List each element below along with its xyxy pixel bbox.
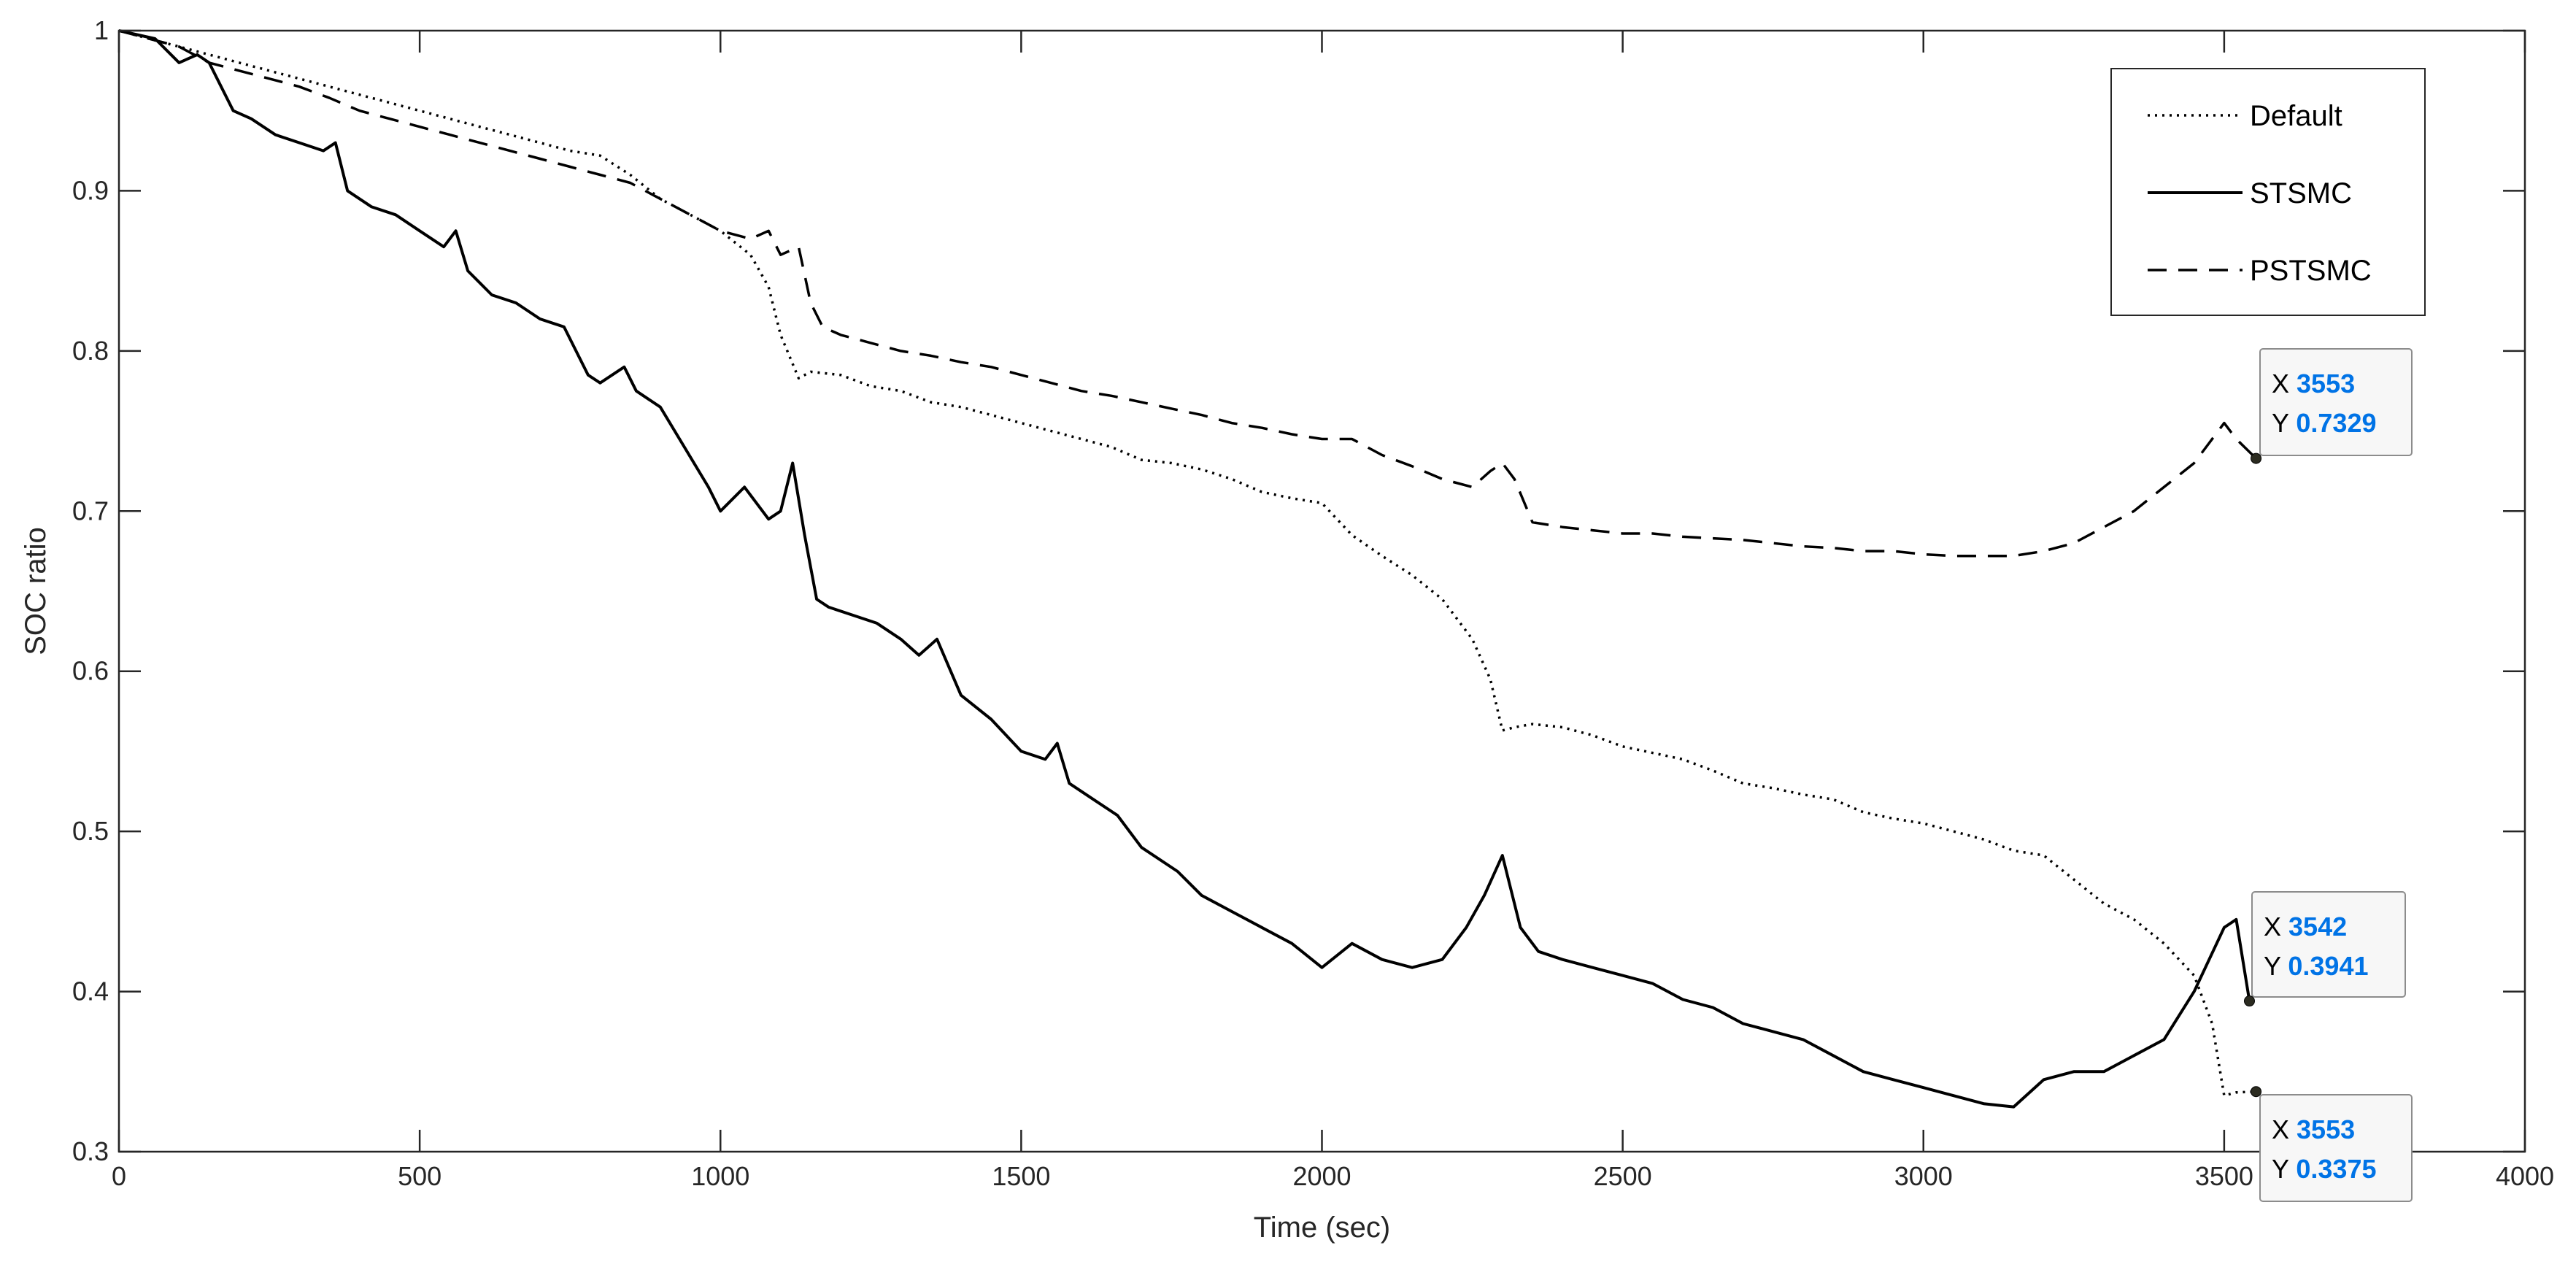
datatip-x-value: 3553 [2297,369,2355,398]
datatip-marker[interactable] [2251,1086,2262,1098]
y-tick-label: 0.5 [72,816,109,846]
datatip-default-end[interactable]: X 3553 Y 0.3375 [2251,1086,2413,1202]
series-layer [118,29,2257,1109]
y-tick-label: 0.7 [72,496,109,525]
datatip-y-label: Y [2272,1154,2289,1184]
legend-label-stsmc: STSMC [2250,177,2352,209]
y-tick-label: 0.6 [72,656,109,686]
datatip-y-row: Y 0.7329 [2272,408,2377,438]
y-tick-label: 0.4 [72,977,109,1006]
ticks-layer: 0 500 1000 1500 2000 2500 3000 3500 4000 0.3 0.4 0.… [72,15,2554,1191]
datatip-x-row: X 3553 [2272,1114,2355,1144]
datatip-x-row: X 3553 [2272,369,2355,398]
legend-label-pstsmc: PSTSMC [2250,255,2372,287]
datatip-y-value: 0.3375 [2296,1154,2376,1184]
y-axis-label: SOC ratio [20,527,52,655]
datatip-box [2259,1094,2413,1202]
legend: Default STSMC PSTSMC [2110,68,2426,316]
datatip-pstsmc-end[interactable]: X 3553 Y 0.7329 [2251,348,2413,464]
datatip-x-value: 3553 [2297,1114,2355,1144]
datatip-y-row: Y 0.3375 [2272,1154,2377,1184]
datatip-x-row: X 3542 [2264,912,2347,941]
datatip-stsmc-end[interactable]: X 3542 Y 0.3941 [2243,891,2406,1007]
datatip-x-label: X [2272,369,2289,398]
datatip-marker[interactable] [2243,996,2255,1007]
datatip-box [2259,348,2413,456]
y-tick-label: 0.8 [72,336,109,366]
datatip-box [2251,891,2406,998]
datatip-y-label: Y [2264,951,2281,981]
datatip-x-label: X [2272,1114,2289,1144]
datatip-x-value: 3542 [2288,912,2347,941]
y-tick-label: 0.3 [72,1136,109,1166]
datatip-marker[interactable] [2251,452,2262,464]
datatip-y-label: Y [2272,408,2289,438]
datatip-y-row: Y 0.3941 [2264,951,2369,981]
series-line-pstsmc [118,29,2257,558]
x-tick-label: 1500 [992,1161,1050,1191]
series-line-stsmc [118,29,2251,1109]
x-tick-label: 0 [112,1161,126,1191]
x-tick-label: 500 [398,1161,441,1191]
datatip-x-label: X [2264,912,2281,941]
x-tick-label: 1000 [691,1161,749,1191]
datatip-y-value: 0.3941 [2288,951,2368,981]
datatip-y-value: 0.7329 [2296,408,2376,438]
x-tick-label: 2500 [1594,1161,1652,1191]
y-tick-label: 1 [94,15,109,45]
x-tick-label: 2000 [1292,1161,1351,1191]
legend-label-default: Default [2250,100,2342,132]
datatips-layer: X 3553 Y 0.7329 X 3542 Y 0.3941 X 3553 Y… [2243,348,2413,1202]
x-tick-label: 3500 [2195,1161,2253,1191]
x-axis-label: Time (sec) [1254,1212,1390,1244]
y-tick-label: 0.9 [72,175,109,205]
x-tick-label: 4000 [2496,1161,2554,1191]
x-tick-label: 3000 [1894,1161,1953,1191]
